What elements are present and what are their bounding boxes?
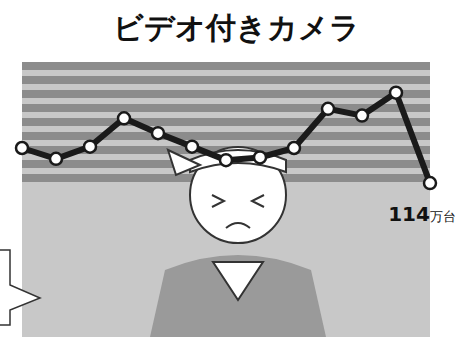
html-text:ビデオ付きカメラ: ビデオ付きカメラ bbox=[113, 10, 360, 45]
svg-text:114万台: 114万台 bbox=[388, 202, 456, 226]
